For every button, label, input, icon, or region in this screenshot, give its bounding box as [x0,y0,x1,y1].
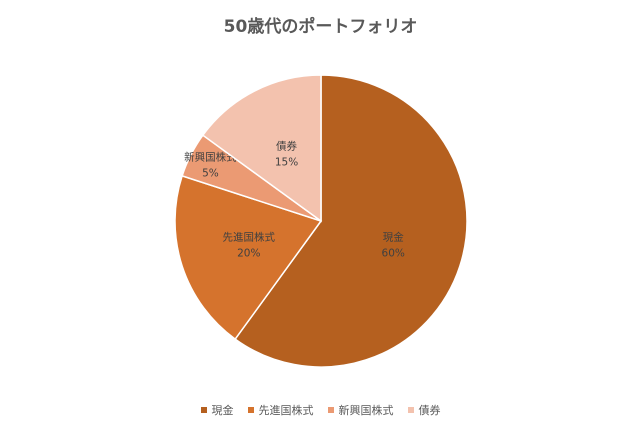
pie-chart: 現金 60% 先進国株式 20% 新興国株式 5% 債券 15% [174,74,468,368]
slice-value-label: 15% [275,156,298,168]
slice-category-label: 新興国株式 [184,151,237,164]
pie-slice-0 [234,74,468,368]
legend-item: 債券 [407,402,441,418]
legend-item: 現金 [200,402,234,418]
legend-label: 新興国株式 [338,404,394,417]
slice-category-label: 債券 [276,139,297,152]
legend-swatch [327,407,334,413]
pie-slice-1 [174,174,323,341]
slice-category-label: 現金 [383,230,404,243]
slice-value-label: 60% [382,247,405,259]
legend-label: 債券 [418,404,441,417]
legend-label: 現金 [211,404,234,417]
slice-category-label: 先進国株式 [223,230,276,243]
pie-slice-3 [201,74,322,223]
legend-item: 新興国株式 [327,402,394,418]
legend-swatch [247,407,254,413]
legend-swatch [407,407,414,413]
slice-value-label: 5% [202,168,219,180]
legend-swatch [200,407,207,413]
legend-label: 先進国株式 [258,404,314,417]
chart-title: 50歳代のポートフォリオ [223,17,418,37]
chart-legend: 現金 先進国株式 新興国株式 債券 [0,402,641,418]
slice-value-label: 20% [237,247,260,259]
legend-item: 先進国株式 [247,402,314,418]
